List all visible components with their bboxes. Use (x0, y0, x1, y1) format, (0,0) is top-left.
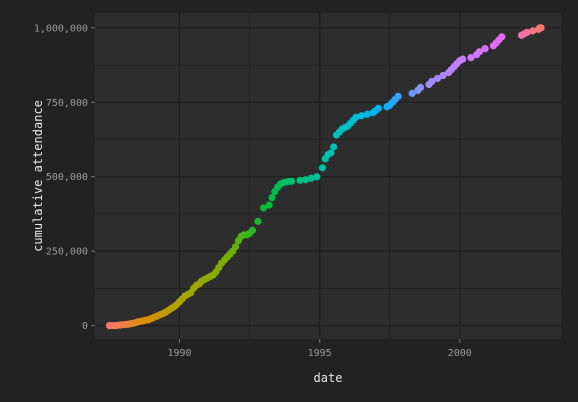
data-point (358, 112, 366, 120)
data-point (416, 83, 425, 92)
data-point (302, 176, 310, 184)
y-tick-label: 1,000,000 (34, 23, 88, 34)
x-axis-title: date (314, 371, 343, 385)
data-point (498, 33, 506, 41)
data-point (352, 113, 360, 121)
y-axis-ticks: 0 250,000 500,000 750,000 1,000,000 (34, 23, 95, 332)
data-point (529, 27, 537, 35)
data-point (248, 226, 256, 234)
data-point (254, 217, 262, 226)
data-point (327, 149, 335, 157)
x-tick-label: 1995 (308, 348, 332, 359)
data-point (523, 28, 531, 36)
data-point (459, 55, 467, 63)
data-point (265, 201, 273, 209)
data-point (288, 177, 296, 185)
data-point (439, 71, 447, 80)
x-tick-label: 2000 (448, 348, 472, 359)
data-point (231, 243, 240, 251)
data-point (433, 74, 441, 83)
y-tick-label: 250,000 (46, 247, 88, 258)
y-tick-label: 750,000 (46, 98, 88, 109)
data-point (475, 48, 484, 56)
data-point (481, 45, 489, 53)
data-point (363, 110, 371, 118)
x-axis-ticks: 1990 1995 2000 (167, 339, 472, 359)
data-point (374, 104, 383, 112)
y-tick-label: 500,000 (46, 172, 88, 183)
data-point (467, 54, 475, 62)
data-point (428, 77, 436, 86)
data-point (313, 173, 321, 181)
data-point (307, 174, 315, 182)
x-tick-label: 1990 (167, 348, 191, 359)
data-point (260, 204, 268, 212)
y-tick-label: 0 (82, 321, 88, 332)
data-point (268, 193, 276, 202)
data-point (537, 24, 545, 32)
data-point (330, 143, 338, 151)
data-point (408, 89, 416, 97)
data-points (105, 24, 545, 330)
y-axis-title: cumulative attendance (31, 100, 45, 252)
gridlines (95, 13, 561, 339)
data-point (394, 92, 402, 100)
plot-panel (95, 13, 561, 339)
data-point (296, 176, 304, 184)
data-point (318, 164, 327, 172)
